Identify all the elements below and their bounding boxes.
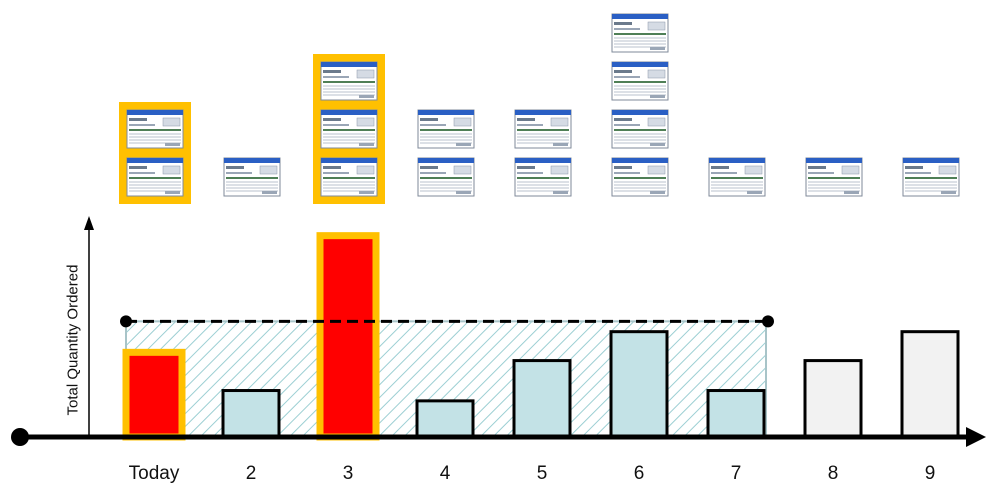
bar-3 (316, 232, 380, 441)
order-document-icon (320, 109, 378, 149)
order-document-icon (417, 109, 475, 149)
y-axis-label: Total Quantity Ordered (64, 264, 82, 416)
order-document-icon (223, 157, 281, 197)
order-document-stacks (119, 13, 960, 204)
order-stack-2 (223, 157, 281, 197)
bar-5 (512, 359, 572, 439)
order-document-icon (514, 157, 572, 197)
category-label-4: 4 (439, 463, 451, 484)
order-stack-3 (313, 54, 385, 204)
bar-4 (415, 399, 475, 439)
category-label-6: 6 (633, 463, 645, 484)
order-document-icon (611, 13, 669, 53)
order-stack-7 (708, 157, 766, 197)
order-document-icon (417, 157, 475, 197)
bar-9 (900, 330, 960, 439)
threshold-start-dot (120, 315, 132, 328)
order-document-icon (902, 157, 960, 197)
bar-7 (706, 389, 766, 439)
order-document-icon (805, 157, 863, 197)
order-document-icon (320, 157, 378, 197)
order-stack-8 (805, 157, 863, 197)
order-document-icon (126, 109, 184, 149)
x-axis-arrowhead (966, 427, 986, 447)
order-document-icon (320, 61, 378, 101)
order-document-icon (611, 61, 669, 101)
order-document-icon (611, 109, 669, 149)
bar-2 (221, 389, 281, 439)
category-label-9: 9 (924, 463, 936, 484)
bar-8 (803, 359, 863, 439)
category-label-5: 5 (536, 463, 548, 484)
y-axis-arrowhead (84, 216, 94, 230)
order-document-icon (611, 157, 669, 197)
category-label-today: Today (128, 463, 180, 484)
bar-today (122, 348, 186, 441)
order-stack-4 (417, 109, 475, 197)
category-label-2: 2 (245, 463, 257, 484)
threshold-end-dot (762, 315, 774, 328)
order-stack-9 (902, 157, 960, 197)
x-axis-origin-dot (11, 428, 29, 446)
order-stack-today (119, 102, 191, 204)
category-label-7: 7 (730, 463, 742, 484)
category-label-8: 8 (827, 463, 839, 484)
order-stack-5 (514, 109, 572, 197)
order-document-icon (514, 109, 572, 149)
order-document-icon (708, 157, 766, 197)
category-label-3: 3 (342, 463, 354, 484)
bar-6 (609, 330, 669, 439)
order-stack-6 (611, 13, 669, 197)
order-document-icon (126, 157, 184, 197)
